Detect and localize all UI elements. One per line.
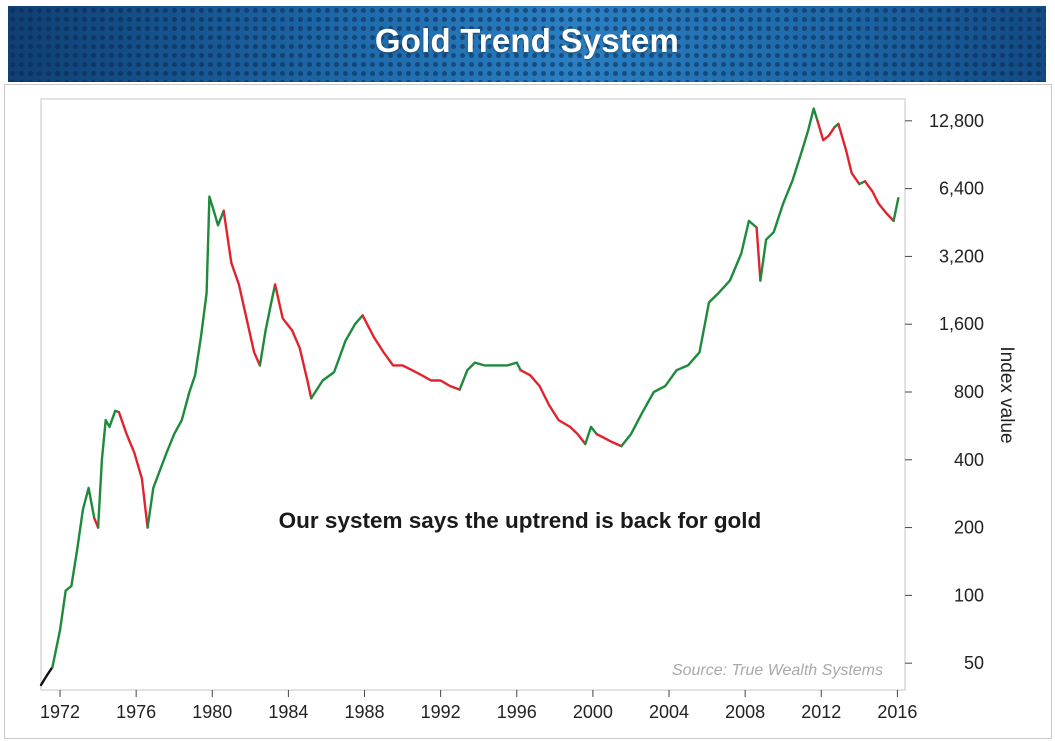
y-tick-label-12800: 12,800: [929, 111, 984, 131]
x-tick-label-2016: 2016: [877, 702, 917, 722]
y-axis: 50 100 200 400 800 1,600 3,200 6,400 12,800: [905, 111, 984, 673]
uptrend-segment-5: [146, 195, 225, 529]
uptrend-segment-13: [584, 425, 598, 446]
downtrend-segment-20: [837, 122, 861, 186]
source-label: Source: True Wealth Systems: [672, 662, 883, 679]
downtrend-segment-16: [755, 226, 762, 282]
plot-area: [40, 98, 906, 691]
downtrend-segment-22: [863, 180, 895, 223]
y-axis-label: Index value: [996, 346, 1017, 443]
x-tick-label-1996: 1996: [497, 702, 537, 722]
downtrend-segment-4: [117, 411, 149, 529]
y-tick-label-3200: 3,200: [939, 246, 984, 266]
downtrend-segment-18: [816, 119, 836, 142]
y-tick-label-50: 50: [964, 653, 984, 673]
uptrend-segment-7: [258, 283, 277, 367]
downtrend-segment-6: [222, 209, 262, 367]
annotation-text: Our system says the uptrend is back for …: [279, 508, 762, 533]
initial-segment-0: [39, 666, 54, 687]
y-tick-label-400: 400: [954, 450, 984, 470]
uptrend-segment-3: [96, 409, 121, 529]
x-tick-label-1984: 1984: [268, 702, 308, 722]
x-tick-label-1972: 1972: [40, 702, 80, 722]
downtrend-segment-10: [361, 314, 461, 391]
trend-lines: [39, 107, 900, 687]
downtrend-segment-12: [519, 369, 587, 446]
y-tick-label-100: 100: [954, 585, 984, 605]
uptrend-segment-1: [51, 486, 96, 669]
y-tick-label-200: 200: [954, 518, 984, 538]
downtrend-segment-14: [595, 432, 623, 448]
uptrend-segment-23: [892, 196, 900, 223]
chart-title: Gold Trend System: [374, 22, 680, 59]
x-tick-label-2012: 2012: [801, 702, 841, 722]
x-tick-label-1988: 1988: [345, 702, 385, 722]
y-tick-label-800: 800: [954, 382, 984, 402]
uptrend-segment-17: [759, 107, 819, 282]
uptrend-segment-11: [458, 361, 522, 391]
x-tick-label-2008: 2008: [725, 702, 765, 722]
x-tick-label-1992: 1992: [421, 702, 461, 722]
x-axis: 1972 1976 1980 1984 1988 1992 1996 2000 2004 2008…: [40, 690, 917, 722]
y-tick-label-1600: 1,600: [939, 314, 984, 334]
x-tick-label-1976: 1976: [116, 702, 156, 722]
x-tick-label-2004: 2004: [649, 702, 689, 722]
x-tick-label-1980: 1980: [192, 702, 232, 722]
uptrend-segment-15: [620, 219, 758, 448]
title-banner: Gold Trend System: [8, 6, 1046, 82]
downtrend-segment-8: [273, 283, 313, 400]
y-tick-label-6400: 6,400: [939, 179, 984, 199]
uptrend-segment-9: [310, 314, 364, 400]
x-tick-label-2000: 2000: [573, 702, 613, 722]
